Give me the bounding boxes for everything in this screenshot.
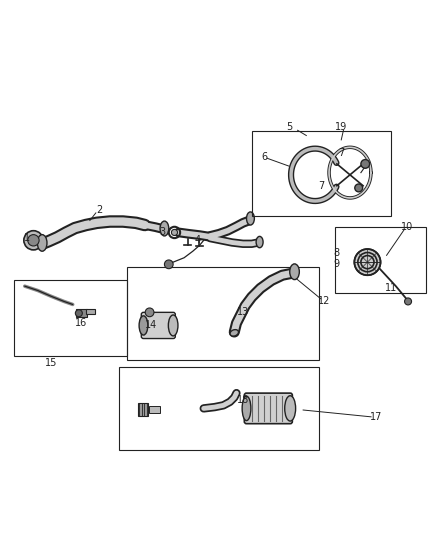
Circle shape bbox=[171, 229, 177, 236]
Circle shape bbox=[145, 308, 154, 317]
Ellipse shape bbox=[242, 396, 251, 421]
Bar bbox=[127, 266, 319, 360]
Circle shape bbox=[405, 298, 412, 305]
Text: 19: 19 bbox=[335, 122, 347, 132]
Text: 13: 13 bbox=[237, 308, 249, 317]
Text: 10: 10 bbox=[401, 222, 413, 232]
Ellipse shape bbox=[285, 395, 296, 421]
Circle shape bbox=[28, 235, 39, 246]
Ellipse shape bbox=[37, 235, 47, 251]
Ellipse shape bbox=[256, 236, 263, 248]
FancyBboxPatch shape bbox=[244, 393, 292, 424]
Ellipse shape bbox=[139, 316, 148, 335]
Ellipse shape bbox=[230, 329, 239, 336]
Text: 11: 11 bbox=[385, 284, 398, 293]
Ellipse shape bbox=[160, 221, 169, 236]
FancyBboxPatch shape bbox=[141, 312, 175, 338]
Text: 14: 14 bbox=[145, 320, 157, 330]
Bar bbox=[86, 309, 95, 314]
Text: 12: 12 bbox=[318, 296, 330, 306]
Circle shape bbox=[75, 310, 82, 317]
Circle shape bbox=[164, 260, 173, 269]
Circle shape bbox=[354, 249, 381, 275]
Text: 18: 18 bbox=[237, 394, 249, 405]
Bar bbox=[138, 403, 148, 416]
Text: 15: 15 bbox=[45, 358, 57, 368]
Bar bbox=[76, 309, 87, 317]
Text: 7: 7 bbox=[338, 148, 344, 158]
Text: 6: 6 bbox=[262, 152, 268, 163]
Circle shape bbox=[355, 184, 363, 192]
Circle shape bbox=[361, 159, 370, 168]
Text: 4: 4 bbox=[194, 235, 200, 245]
Text: 5: 5 bbox=[286, 122, 292, 132]
Bar bbox=[14, 280, 127, 356]
Bar bbox=[119, 367, 319, 450]
Bar bbox=[335, 227, 426, 293]
Text: 1: 1 bbox=[24, 233, 30, 243]
Text: 8: 8 bbox=[334, 248, 340, 259]
Ellipse shape bbox=[168, 315, 178, 336]
Text: 9: 9 bbox=[333, 260, 339, 269]
Bar bbox=[149, 406, 159, 413]
Text: 16: 16 bbox=[75, 318, 88, 328]
Text: 7: 7 bbox=[318, 181, 325, 191]
Ellipse shape bbox=[290, 264, 299, 280]
Circle shape bbox=[24, 231, 43, 250]
Text: 3: 3 bbox=[159, 227, 165, 237]
Text: 17: 17 bbox=[370, 412, 382, 422]
Text: 2: 2 bbox=[96, 205, 102, 215]
Bar bbox=[252, 131, 392, 216]
Ellipse shape bbox=[247, 212, 254, 225]
